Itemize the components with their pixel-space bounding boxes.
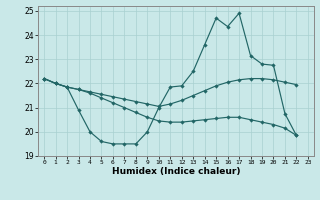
X-axis label: Humidex (Indice chaleur): Humidex (Indice chaleur) (112, 167, 240, 176)
